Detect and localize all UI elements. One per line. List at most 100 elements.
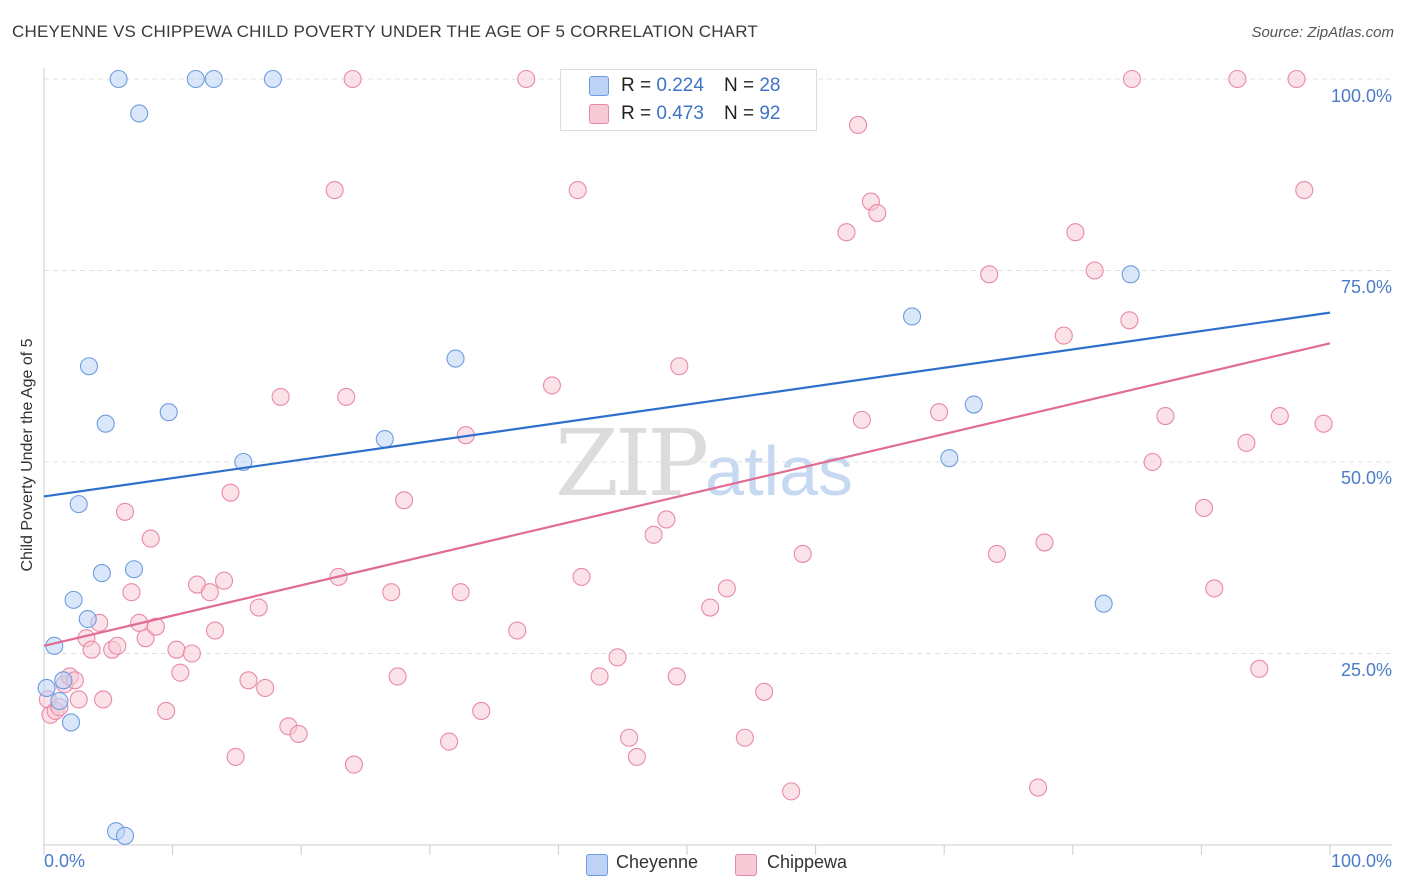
chippewa-point [1035,533,1054,552]
cheyenne-point [96,414,115,433]
chart-title: CHEYENNE VS CHIPPEWA CHILD POVERTY UNDER… [12,22,758,41]
chippewa-point [226,747,245,766]
cheyenne-point [79,357,99,376]
cheyenne-point [78,609,97,629]
chippewa-point [793,544,812,563]
chippewa-point [451,583,470,602]
cheyenne-point [234,452,253,472]
chippewa-point [1156,406,1175,426]
chippewa-point [1120,311,1139,330]
legend-row-chippewa: R = 0.473 N = 92 [621,103,780,125]
cheyenne-point [940,449,959,468]
watermark-atlas: atlas [705,432,854,510]
chippewa-point [980,265,999,284]
bottom-legend-cheyenne: Cheyenne [616,852,699,872]
chippewa-point [1237,433,1256,452]
chippewa-point [590,667,609,686]
x-tick-label-max: 100.0% [1330,851,1392,871]
chippewa-point [1066,223,1085,242]
chippewa-point [249,598,268,617]
chippewa-point [69,690,88,709]
chippewa-point [1029,778,1048,797]
chippewa-point [670,357,689,376]
chippewa-point [1143,452,1162,472]
chippewa-point [667,667,686,686]
bottom-legend-cheyenne-swatch [586,854,608,876]
chippewa-point [848,115,868,135]
chippewa-point [701,598,720,617]
chippewa-point [256,678,275,698]
chippewa-point [214,571,234,590]
chippewa-point [440,732,459,751]
n-label: N = [723,75,755,96]
chippewa-point [930,403,949,422]
cheyenne-point [375,429,394,449]
cheyenne-point [1094,594,1113,613]
cheyenne-point [902,307,922,326]
cheyenne-point [69,495,88,514]
cheyenne-point [109,69,128,89]
chippewa-point [837,223,856,242]
r-label: R = [621,75,652,96]
chippewa-point [735,728,754,747]
chippewa-point [94,690,113,709]
n-label: N = [723,103,755,124]
cheyenne-point [159,403,178,422]
chippewa-point [1205,579,1224,598]
chippewa-point [108,636,127,655]
cheyenne-point [446,349,465,368]
chippewa-point [182,644,201,663]
chippewa-point [289,724,308,743]
cheyenne-n-value: 28 [759,75,781,96]
chippewa-point [542,376,562,395]
cheyenne-point [124,560,144,579]
chippewa-point [1085,261,1104,280]
chippewa-point [115,502,135,521]
watermark-zip: ZIP [555,410,709,517]
chippewa-point [205,621,225,640]
chippewa-point [239,671,258,690]
y-tick-label-50: 50.0% [1340,468,1392,488]
cheyenne-point [1121,265,1140,284]
chippewa-point [782,782,801,801]
chippewa-n-value: 92 [759,103,781,124]
chippewa-point [388,667,407,686]
chippewa-point [167,640,186,659]
chippewa-point [644,525,663,544]
chippewa-point [325,181,344,200]
y-axis-label: Child Poverty Under the Age of 5 [19,338,36,572]
stats-legend: R = 0.224 N = 28 R = 0.473 N = 92 [560,69,817,131]
cheyenne-point [54,671,73,690]
cheyenne-swatch [589,76,609,96]
chippewa-point [620,728,639,747]
chippewa-r-value: 0.473 [656,103,704,124]
y-tick-label-75: 75.0% [1340,277,1392,297]
cheyenne-point [964,395,983,414]
chippewa-point [141,529,160,548]
cheyenne-r-value: 0.224 [656,75,704,96]
cheyenne-trend-line [43,311,1331,498]
chippewa-point [1122,69,1142,89]
chippewa-point [1314,414,1333,433]
chippewa-point [382,583,401,602]
y-tick-label-25: 25.0% [1340,660,1392,680]
chippewa-point [987,544,1006,563]
chippewa-point [1287,69,1306,89]
chippewa-point [136,629,155,648]
chippewa-point [1250,659,1269,678]
chippewa-point [508,621,527,640]
chippewa-point [852,410,871,429]
chippewa-point [1194,498,1214,518]
chippewa-point [337,387,356,406]
chippewa-point [146,617,165,636]
cheyenne-point [186,69,205,89]
y-tick-label-100: 100.0% [1330,86,1392,106]
cheyenne-point [263,69,282,89]
chippewa-point [1054,326,1073,345]
r-label: R = [621,103,652,124]
chippewa-point [517,69,536,89]
cheyenne-point [50,691,69,711]
chippewa-point [608,648,627,667]
chippewa-trend-line [43,342,1331,647]
